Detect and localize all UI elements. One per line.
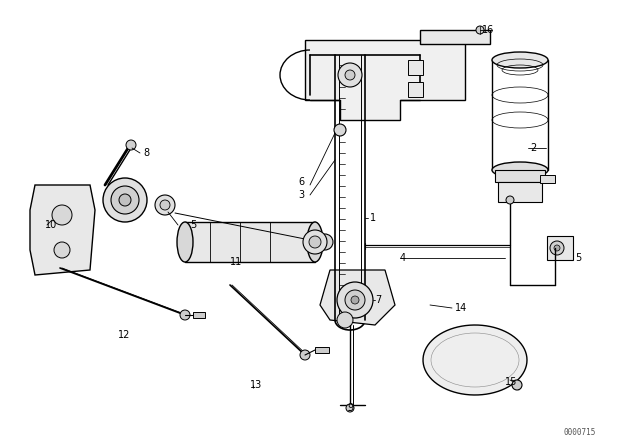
Circle shape [317, 234, 333, 250]
Circle shape [126, 140, 136, 150]
Text: 7: 7 [375, 295, 381, 305]
Circle shape [52, 205, 72, 225]
Ellipse shape [177, 222, 193, 262]
Circle shape [338, 63, 362, 87]
Circle shape [337, 282, 373, 318]
Polygon shape [423, 325, 527, 395]
Circle shape [476, 26, 484, 34]
Text: 10: 10 [45, 220, 57, 230]
Ellipse shape [492, 162, 548, 178]
Polygon shape [305, 40, 465, 120]
Text: 12: 12 [118, 330, 131, 340]
Circle shape [155, 195, 175, 215]
Circle shape [345, 290, 365, 310]
Text: 15: 15 [505, 377, 517, 387]
Circle shape [300, 350, 310, 360]
Circle shape [334, 124, 346, 136]
Ellipse shape [307, 222, 323, 262]
Circle shape [346, 404, 354, 412]
Bar [193, 312, 205, 318]
Text: 5: 5 [190, 220, 196, 230]
Bar [185, 222, 315, 262]
Circle shape [119, 194, 131, 206]
Bar [540, 175, 555, 183]
Circle shape [303, 230, 327, 254]
Text: 14: 14 [455, 303, 467, 313]
Text: 11: 11 [230, 257, 243, 267]
Circle shape [54, 242, 70, 258]
Polygon shape [547, 236, 573, 260]
Circle shape [103, 178, 147, 222]
Text: 9: 9 [347, 403, 353, 413]
Polygon shape [320, 270, 395, 325]
Ellipse shape [492, 52, 548, 68]
Circle shape [160, 200, 170, 210]
Text: 2: 2 [530, 143, 536, 153]
Circle shape [111, 186, 139, 214]
Text: 16: 16 [482, 25, 494, 35]
Bar [408, 60, 423, 75]
Text: 13: 13 [250, 380, 262, 390]
Circle shape [309, 236, 321, 248]
Bar [420, 30, 490, 44]
Text: 0000715: 0000715 [564, 427, 596, 436]
Text: 6: 6 [298, 177, 304, 187]
Polygon shape [30, 185, 95, 275]
Circle shape [351, 296, 359, 304]
Bar [408, 82, 423, 97]
Circle shape [180, 310, 190, 320]
Circle shape [337, 312, 353, 328]
Text: 1: 1 [370, 213, 376, 223]
Circle shape [550, 241, 564, 255]
Circle shape [554, 245, 560, 251]
Text: 3: 3 [298, 190, 304, 200]
Text: 8: 8 [143, 148, 149, 158]
Text: 5: 5 [575, 253, 581, 263]
Circle shape [345, 70, 355, 80]
Text: 4: 4 [400, 253, 406, 263]
Circle shape [512, 380, 522, 390]
Bar [498, 182, 542, 202]
Bar [495, 170, 545, 182]
Circle shape [506, 196, 514, 204]
Bar [315, 347, 329, 353]
